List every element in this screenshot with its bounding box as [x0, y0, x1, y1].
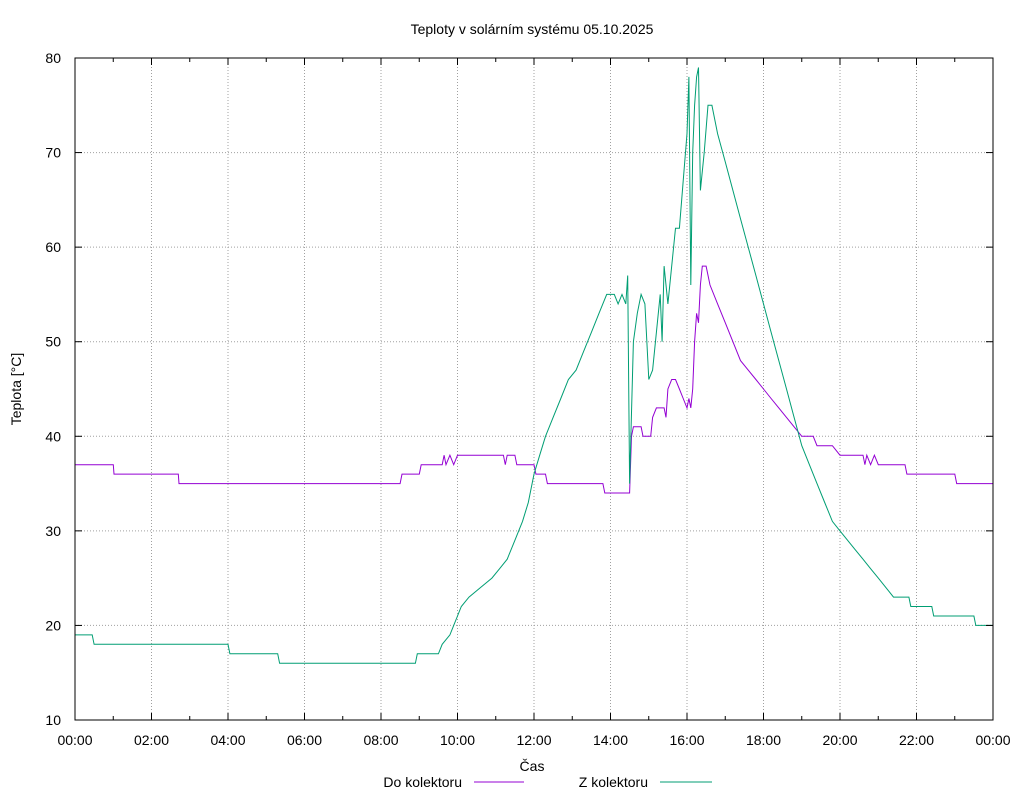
- y-tick-label: 80: [45, 50, 61, 66]
- x-tick-label: 12:00: [516, 732, 551, 748]
- grid: [75, 58, 993, 720]
- y-tick-label: 20: [45, 617, 61, 633]
- x-tick-label: 22:00: [899, 732, 934, 748]
- series-line-z-kolektoru: [75, 67, 993, 664]
- y-axis-label: Teplota [°C]: [8, 353, 24, 426]
- legend-label: Do kolektoru: [383, 774, 462, 790]
- chart-title: Teploty v solárním systému 05.10.2025: [411, 21, 654, 37]
- x-tick-label: 00:00: [57, 732, 92, 748]
- x-tick-label: 14:00: [593, 732, 628, 748]
- y-tick-label: 60: [45, 239, 61, 255]
- y-tick-label: 70: [45, 145, 61, 161]
- x-tick-label: 00:00: [975, 732, 1010, 748]
- x-tick-label: 08:00: [363, 732, 398, 748]
- x-tick-label: 04:00: [210, 732, 245, 748]
- x-tick-label: 10:00: [440, 732, 475, 748]
- ticks: 10 20 30 40 50 60 70 80 00:00 02:00 04:00 06:00 08:0…: [45, 50, 1010, 748]
- series-layer: [75, 67, 993, 664]
- x-tick-label: 18:00: [746, 732, 781, 748]
- x-tick-label: 16:00: [669, 732, 704, 748]
- y-tick-label: 30: [45, 523, 61, 539]
- y-tick-label: 10: [45, 712, 61, 728]
- y-tick-label: 40: [45, 428, 61, 444]
- x-tick-label: 02:00: [134, 732, 169, 748]
- x-tick-label: 06:00: [287, 732, 322, 748]
- legend-label: Z kolektoru: [579, 774, 648, 790]
- legend: Do kolektoru Z kolektoru: [383, 774, 712, 790]
- y-tick-label: 50: [45, 334, 61, 350]
- x-axis-label: Čas: [520, 758, 545, 774]
- x-tick-label: 20:00: [822, 732, 857, 748]
- series-line-do-kolektoru: [75, 265, 993, 494]
